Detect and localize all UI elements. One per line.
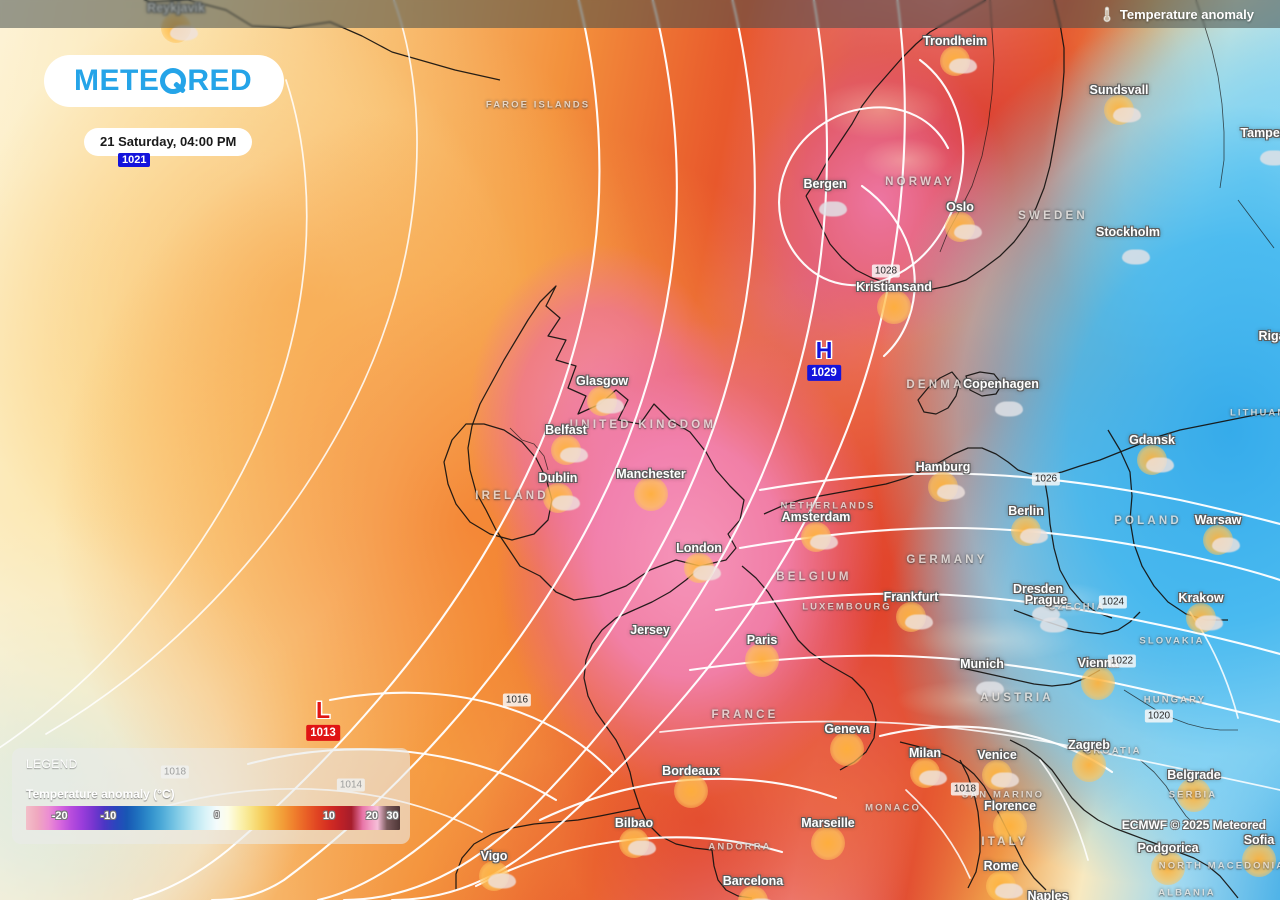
logo-text-part1: METE [74,64,160,97]
attribution-text: ECMWF © 2025 Meteored [1121,818,1266,832]
colorbar-tick-label: -20 [51,810,68,822]
logo-wordmark: METE RED [74,66,252,96]
map-header-bar: Temperature anomaly [0,0,1280,28]
legend-panel: LEGEND Temperature anomaly (°C) -20 -10 0 1… [12,748,410,844]
legend-heading: LEGEND [26,757,78,771]
colorbar-tick-label: 20 [365,810,379,822]
legend-colorbar: -20 -10 0 10 20 30 [26,806,400,830]
colorbar-tick-label: 30 [386,810,399,822]
colorbar-gradient [26,806,400,830]
date-label: 21 Saturday, 04:00 PM [100,134,237,149]
colorbar-tick-label: -10 [100,810,117,822]
globe-o-icon [160,68,187,94]
logo-text-part2: RED [187,64,253,97]
meteored-logo[interactable]: METE RED [44,55,285,107]
legend-subheading: Temperature anomaly (°C) [26,787,175,801]
header-title: Temperature anomaly [1119,6,1254,22]
timestamp-chip: 21 Saturday, 04:00 PM [84,128,253,156]
thermometer-icon [1102,6,1112,23]
timestamp-pressure-badge: 1021 [118,153,151,167]
colorbar-tick-label: 10 [322,810,336,822]
colorbar-tick-label: 0 [213,810,220,821]
